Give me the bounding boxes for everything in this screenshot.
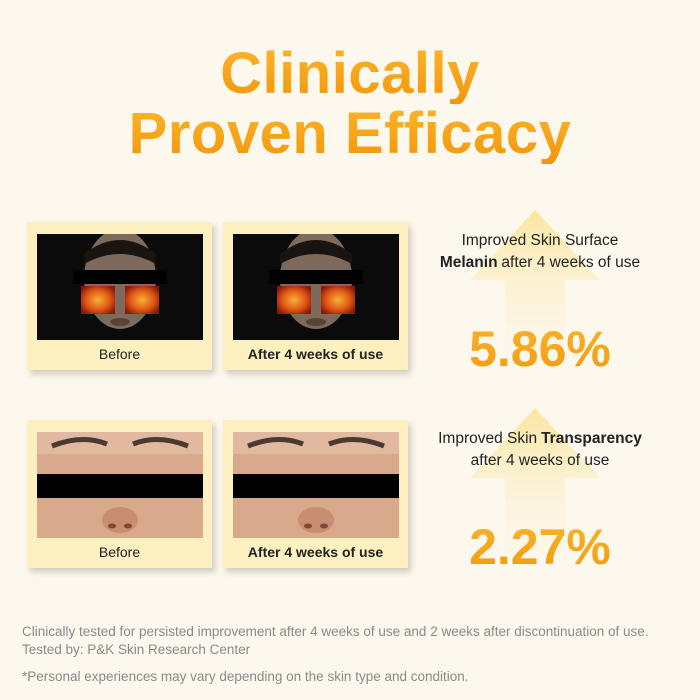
title-line: Proven Efficacy — [0, 104, 700, 164]
after-card: After 4 weeks of use — [223, 222, 408, 370]
after-label: After 4 weeks of use — [247, 346, 384, 362]
footer: Clinically tested for persisted improvem… — [22, 623, 649, 686]
arrow — [470, 408, 600, 598]
description-bold: Transparency — [541, 430, 642, 447]
photo — [233, 234, 399, 340]
photo — [37, 234, 203, 340]
footer-note: Clinically tested for persisted improvem… — [22, 624, 649, 639]
disclaimer: *Personal experiences may vary depending… — [22, 669, 469, 684]
description: Improved Skin Transparency after 4 weeks o… — [420, 428, 660, 472]
before-label: Before — [98, 346, 141, 362]
description-line: Improved Skin Surface — [420, 230, 660, 252]
stat-value: 2.27% — [440, 518, 640, 576]
after-card: After 4 weeks of use — [223, 420, 408, 568]
description-line: Improved Skin Transparency — [420, 428, 660, 450]
after-label: After 4 weeks of use — [247, 544, 384, 560]
description-bold: Melanin — [439, 254, 498, 271]
before-card: Before — [27, 420, 212, 568]
before-card: Before — [27, 222, 212, 370]
description-line: after 4 weeks of use — [420, 450, 660, 472]
result-row: Before After 4 weeks of use Improved Skin… — [0, 408, 700, 593]
result-row: Before After 4 weeks of use Improved Skin… — [0, 210, 700, 395]
description-line: Melanin after 4 weeks of use — [420, 252, 660, 274]
footer-note: Tested by: P&K Skin Research Center — [22, 642, 251, 657]
arrow-graphic — [470, 408, 600, 593]
description-text: after 4 weeks of use — [470, 452, 610, 469]
description-text: Improved Skin Surface — [461, 232, 619, 249]
title: Clinically Proven Efficacy — [0, 44, 700, 164]
stat-value: 5.86% — [440, 320, 640, 378]
description: Improved Skin Surface Melanin after 4 week… — [420, 230, 660, 274]
arrow — [470, 210, 600, 400]
photo — [233, 432, 399, 538]
before-label: Before — [98, 544, 141, 560]
description-text: after 4 weeks of use — [501, 254, 641, 271]
description-text: Improved Skin — [438, 430, 538, 447]
arrow-graphic — [470, 210, 600, 395]
title-line: Clinically — [0, 44, 700, 104]
photo — [37, 432, 203, 538]
